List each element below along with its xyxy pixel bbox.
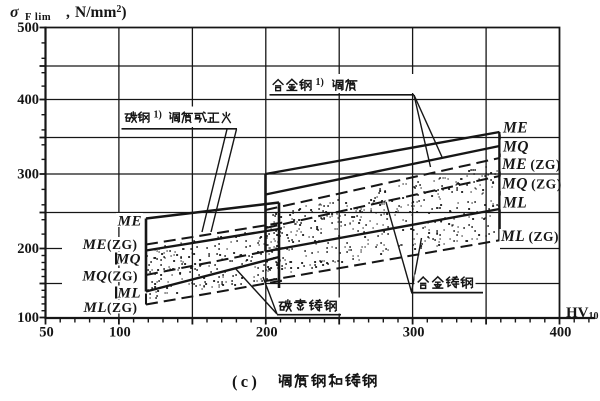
svg-text:ML: ML xyxy=(502,195,527,212)
svg-text:100: 100 xyxy=(17,310,39,326)
svg-text:, N/mm2): , N/mm2) xyxy=(66,4,127,21)
svg-text:400: 400 xyxy=(550,325,572,341)
svg-text:MQ(ZG): MQ(ZG) xyxy=(81,269,138,285)
svg-text:300: 300 xyxy=(17,167,39,183)
svg-text:200: 200 xyxy=(256,325,278,341)
svg-text:200: 200 xyxy=(17,241,39,257)
svg-text:ML: ML xyxy=(117,286,142,302)
svg-text:ME: ME xyxy=(502,120,528,137)
svg-text:( c ): ( c ) xyxy=(232,372,257,391)
svg-text:σ: σ xyxy=(10,4,19,21)
svg-text:MQ: MQ xyxy=(502,139,529,156)
svg-text:ME (ZG): ME (ZG) xyxy=(501,156,561,173)
svg-text:500: 500 xyxy=(17,20,39,36)
svg-text:300: 300 xyxy=(403,325,425,341)
svg-text:1): 1) xyxy=(316,77,324,88)
svg-text:F lim: F lim xyxy=(25,12,51,23)
svg-text:MQ: MQ xyxy=(115,252,141,268)
svg-text:50: 50 xyxy=(39,325,54,341)
svg-text:ML (ZG): ML (ZG) xyxy=(500,228,559,245)
svg-text:MQ (ZG): MQ (ZG) xyxy=(501,176,562,193)
svg-text:ML(ZG): ML(ZG) xyxy=(83,300,138,316)
svg-text:ME(ZG): ME(ZG) xyxy=(82,237,138,253)
svg-text:ME: ME xyxy=(117,214,142,230)
svg-text:1): 1) xyxy=(154,110,162,121)
svg-text:400: 400 xyxy=(17,92,39,108)
svg-text:100: 100 xyxy=(109,325,131,341)
